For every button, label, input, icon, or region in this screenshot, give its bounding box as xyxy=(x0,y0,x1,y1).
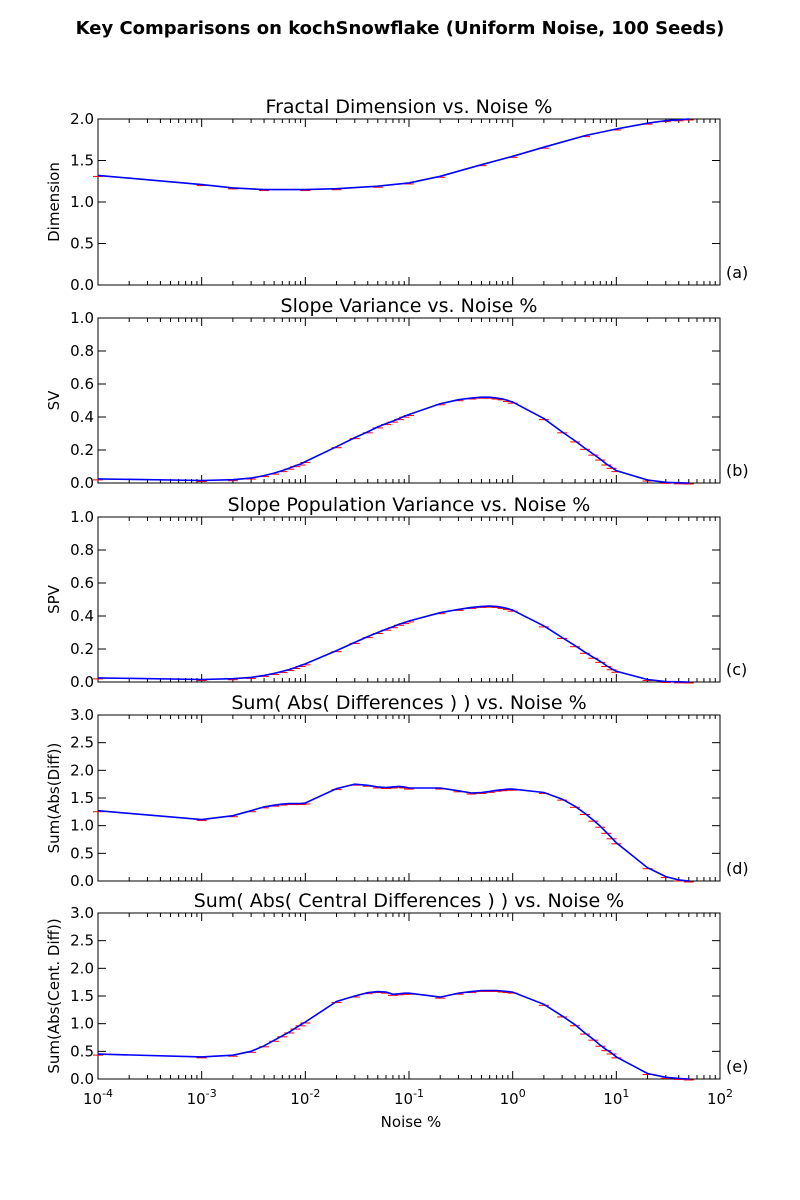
y-tick-label: 1.0 xyxy=(70,817,94,835)
y-tick-label: 0.5 xyxy=(70,235,94,253)
panel-title: Slope Population Variance vs. Noise % xyxy=(228,494,591,516)
series-line xyxy=(97,783,689,882)
panel-title: Fractal Dimension vs. Noise % xyxy=(266,96,553,118)
panel-label: (b) xyxy=(726,461,749,480)
series-line xyxy=(97,989,689,1080)
panel-title: Sum( Abs( Differences ) ) vs. Noise % xyxy=(231,692,586,714)
y-tick-label: 0.0 xyxy=(70,276,94,294)
x-tick-label: 100 xyxy=(500,1087,526,1108)
y-tick-label: 1.5 xyxy=(70,789,94,807)
panel-a: 0.0 0.5 1.0 1.5 2.0 Fractal Dimension vs. Noi… xyxy=(45,96,748,294)
plot-frame xyxy=(97,516,721,683)
plot-frame xyxy=(97,714,721,882)
x-tick-label: 10-4 xyxy=(83,1087,113,1108)
y-tick-label: 0.8 xyxy=(70,342,94,360)
y-tick-label: 0.0 xyxy=(70,872,94,890)
y-axis-label: Sum(Abs(Cent. Diff)) xyxy=(45,918,63,1073)
panel-d: 0.0 0.5 1.0 1.5 2.0 2.5 3.0 Sum( Abs( Differenc… xyxy=(45,692,749,890)
plot-frame xyxy=(97,912,721,1080)
y-tick-label: 1.0 xyxy=(70,193,94,211)
x-tick-label: 102 xyxy=(707,1087,733,1108)
series-line xyxy=(97,396,689,484)
plot-frame xyxy=(97,317,721,484)
panel-label: (d) xyxy=(726,859,749,878)
y-tick-label: 2.0 xyxy=(70,110,94,128)
y-tick-label: 0.5 xyxy=(70,844,94,862)
panel-c: 0.0 0.2 0.4 0.6 0.8 1.0 Slope Population Varia… xyxy=(45,494,747,691)
figure-title: Key Comparisons on kochSnowflake (Unifor… xyxy=(75,18,725,39)
y-tick-label: 0.2 xyxy=(70,640,94,658)
y-tick-label: 2.0 xyxy=(70,959,94,977)
y-tick-label: 0.4 xyxy=(70,408,94,426)
y-tick-label: 0.6 xyxy=(70,574,94,592)
y-tick-label: 0.0 xyxy=(70,673,94,691)
y-axis-label: SPV xyxy=(45,584,63,614)
plot-frame xyxy=(97,118,721,286)
y-tick-label: 2.5 xyxy=(70,932,94,950)
x-tick-label: 101 xyxy=(603,1087,629,1108)
x-tick-label: 10-1 xyxy=(394,1087,424,1108)
series-line xyxy=(97,118,689,191)
y-axis-label: SV xyxy=(45,390,63,411)
y-axis-label: Dimension xyxy=(45,162,63,242)
panel-title: Sum( Abs( Central Differences ) ) vs. No… xyxy=(194,890,625,912)
panel-e: 0.0 0.5 1.0 1.5 2.0 2.5 3.0 Sum( Abs( Central D… xyxy=(45,890,748,1088)
y-tick-label: 2.0 xyxy=(70,761,94,779)
panel-b: 0.0 0.2 0.4 0.6 0.8 1.0 Slope Variance vs. Noi… xyxy=(45,295,749,492)
y-tick-label: 3.0 xyxy=(70,904,94,922)
panel-title: Slope Variance vs. Noise % xyxy=(281,295,538,317)
y-tick-label: 0.0 xyxy=(70,1070,94,1088)
x-tick-label: 10-3 xyxy=(187,1087,217,1108)
y-tick-label: 2.5 xyxy=(70,734,94,752)
panel-label: (a) xyxy=(726,263,748,282)
y-tick-label: 3.0 xyxy=(70,706,94,724)
y-tick-label: 0.0 xyxy=(70,474,94,492)
panel-label: (e) xyxy=(726,1057,748,1076)
y-tick-label: 1.0 xyxy=(70,309,94,327)
panel-label: (c) xyxy=(726,660,747,679)
y-tick-label: 0.5 xyxy=(70,1042,94,1060)
y-axis-label: Sum(Abs(Diff)) xyxy=(45,743,63,854)
x-axis-label: Noise % xyxy=(381,1113,442,1131)
y-tick-label: 0.2 xyxy=(70,441,94,459)
y-tick-label: 0.4 xyxy=(70,607,94,625)
series-line xyxy=(97,605,689,683)
y-tick-label: 1.0 xyxy=(70,508,94,526)
x-tick-label: 10-2 xyxy=(290,1087,320,1108)
y-tick-label: 1.5 xyxy=(70,987,94,1005)
y-tick-label: 1.0 xyxy=(70,1015,94,1033)
y-tick-label: 0.8 xyxy=(70,541,94,559)
y-tick-label: 0.6 xyxy=(70,375,94,393)
y-tick-label: 1.5 xyxy=(70,152,94,170)
